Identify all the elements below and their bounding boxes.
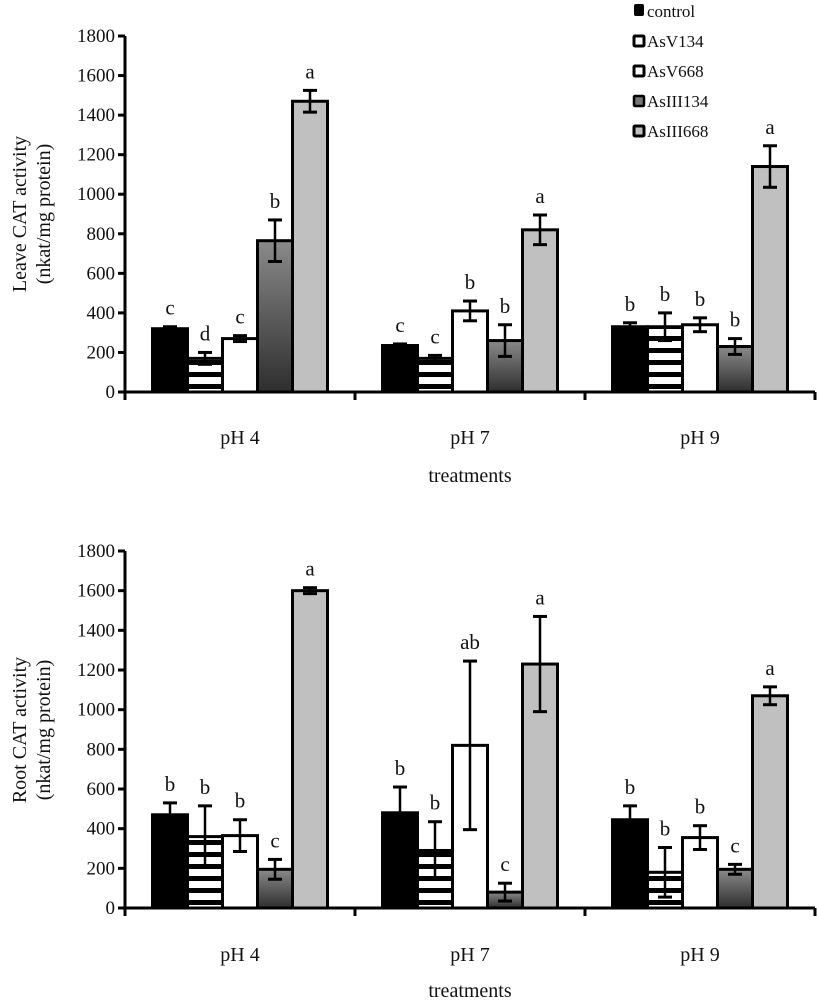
y-tick-label: 600 [87,779,116,800]
significance-letter: b [270,189,281,213]
bar-control [611,325,649,394]
significance-letter: a [765,656,775,680]
significance-letter: c [270,828,279,852]
significance-letter: b [625,775,636,799]
legend-item-asiii668: AsIII668 [632,122,708,141]
significance-letter: c [165,296,174,320]
leaf-cat-chart: Leave CAT activity (nkat/mg protein) tre… [9,26,817,487]
significance-letter: a [535,585,545,609]
y-tick-label: 1800 [77,541,115,562]
legend-item-control: control [634,2,695,21]
x-category-label: pH 7 [450,944,489,966]
y-tick-label: 0 [106,382,116,403]
y-tick-label: 200 [87,858,116,879]
y-tick-label: 1000 [77,700,115,721]
bar-asv668 [221,337,259,394]
y-tick-label: 1600 [77,66,115,87]
legend-label: control [647,2,695,21]
significance-letter: c [500,852,509,876]
bar-asv134 [416,356,454,394]
x-category-label: pH 4 [220,427,259,449]
significance-letter: d [200,321,211,345]
y-axis-title-line2: (nkat/mg protein) [33,144,55,285]
x-category-label: pH 4 [220,944,259,966]
legend: control AsV134 AsV668 AsIII134 AsIII668 [632,2,709,141]
significance-letter: a [535,184,545,208]
legend-item-asiii134: AsIII134 [632,92,709,111]
bar-control [381,344,419,394]
y-tick-label: 1400 [77,105,115,126]
significance-letter: c [430,324,439,348]
legend-item-asv134: AsV134 [632,32,704,51]
significance-letter: b [500,294,511,318]
legend-label: AsV134 [647,32,704,51]
bar-asv668 [681,323,719,394]
significance-letter: b [695,795,706,819]
significance-letter: a [305,557,315,581]
y-tick-label: 800 [87,224,116,245]
significance-letter: ab [460,630,480,654]
x-axis-title: treatments [428,465,512,487]
x-category-label: pH 9 [680,944,719,966]
y-tick-label: 1200 [77,660,115,681]
significance-letter: a [765,115,775,139]
significance-letter: b [200,775,211,799]
legend-item-asv668: AsV668 [632,62,704,81]
bar-asiii668 [291,589,329,910]
significance-letter: b [165,772,176,796]
y-tick-label: 1400 [77,620,115,641]
y-tick-label: 1000 [77,184,115,205]
y-tick-label: 400 [87,303,116,324]
y-axis-title-line1: Root CAT activity [9,657,31,803]
significance-letter: c [395,313,404,337]
bar-asiii668 [751,694,789,910]
significance-letter: a [305,59,315,83]
y-axis-title-line2: (nkat/mg protein) [33,660,55,801]
significance-letter: b [465,270,476,294]
bar-control [151,327,189,394]
y-tick-label: 1200 [77,145,115,166]
y-tick-label: 800 [87,739,116,760]
significance-letter: b [660,817,671,841]
legend-swatch-asv134 [632,34,646,48]
x-category-label: pH 9 [680,427,719,449]
significance-letter: b [395,756,406,780]
bar-asv668 [451,309,489,394]
legend-label: AsIII134 [647,92,709,111]
bar-asiii134 [256,239,294,394]
significance-letter: b [695,287,706,311]
legend-swatch-asiii668 [632,124,646,138]
bar-asiii668 [751,165,789,394]
significance-letter: b [625,292,636,316]
y-tick-label: 200 [87,342,116,363]
y-tick-label: 1800 [77,26,115,47]
bar-control [151,813,189,910]
legend-swatch-control [634,4,644,16]
y-tick-label: 0 [106,898,116,919]
x-category-label: pH 7 [450,427,489,449]
y-axis-title-line1: Leave CAT activity [9,136,31,292]
root-cat-chart: Root CAT activity (nkat/mg protein) trea… [9,541,817,1000]
significance-letter: b [430,791,441,815]
bar-asiii668 [521,228,559,394]
y-tick-label: 600 [87,263,116,284]
y-tick-label: 400 [87,819,116,840]
legend-swatch-asiii134 [632,94,646,108]
y-tick-label: 1600 [77,581,115,602]
legend-swatch-asv668 [632,64,646,78]
legend-label: AsIII668 [647,122,708,141]
bar-asiii668 [291,99,329,394]
significance-letter: c [730,833,739,857]
significance-letter: b [235,789,246,813]
significance-letter: b [730,308,741,332]
significance-letter: b [660,282,671,306]
x-axis-title: treatments [428,980,512,1000]
legend-label: AsV668 [647,62,704,81]
significance-letter: c [235,305,244,329]
